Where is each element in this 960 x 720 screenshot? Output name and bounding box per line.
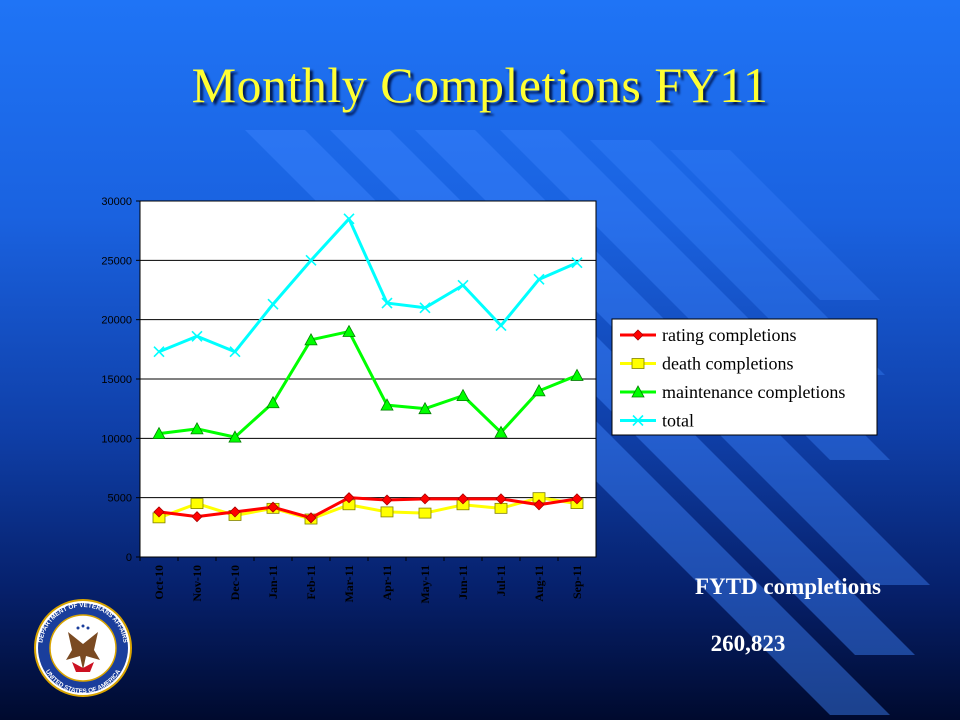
legend-item: maintenance completions [620, 382, 845, 402]
fytd-value: 260,823 [710, 631, 786, 656]
x-tick-label: Jun-11 [456, 565, 470, 600]
legend-item: total [620, 411, 694, 431]
data-point [418, 507, 432, 519]
x-axis-ticks: Oct-10 Nov-10 Dec-10 Jan-11 Feb-11 Mar-11 Apr-… [139, 557, 584, 604]
x-tick-label: Nov-10 [190, 565, 204, 602]
legend-marker [631, 358, 645, 369]
data-point [571, 257, 583, 269]
data-point [153, 506, 165, 518]
x-tick-label: May-11 [418, 565, 432, 604]
y-tick-label: 25000 [101, 255, 132, 267]
data-point [456, 388, 470, 402]
data-point [380, 506, 394, 518]
data-point [419, 493, 431, 505]
series-2 [152, 324, 584, 443]
x-tick-label: Jan-11 [266, 565, 280, 599]
data-point [228, 430, 242, 443]
x-tick-label: Oct-10 [152, 565, 166, 600]
y-tick-label: 15000 [101, 374, 132, 386]
y-tick-label: 30000 [101, 196, 132, 208]
data-point [342, 324, 356, 337]
legend-box [611, 318, 878, 436]
y-tick-label: 5000 [108, 493, 132, 505]
data-point [190, 498, 204, 510]
data-point [495, 320, 507, 332]
x-tick-label: Mar-11 [342, 565, 356, 603]
x-tick-label: Dec-10 [228, 565, 242, 600]
data-point [305, 254, 317, 266]
data-point [381, 297, 393, 309]
legend-label: total [662, 411, 694, 431]
legend-marker [632, 329, 644, 341]
data-point [191, 330, 203, 342]
legend-label: death completions [662, 354, 793, 374]
series-lines [152, 213, 584, 525]
data-point [152, 426, 166, 439]
data-point [570, 368, 584, 381]
legend-marker [631, 385, 645, 398]
x-tick-label: Sep-11 [570, 565, 584, 599]
slide-title: Monthly Completions FY11 [191, 57, 769, 113]
legend-item: death completions [620, 354, 793, 374]
data-point [343, 213, 355, 225]
data-point [533, 499, 545, 511]
y-tick-label: 20000 [101, 315, 132, 327]
data-point [304, 333, 318, 346]
data-point [191, 511, 203, 523]
x-tick-label: Jul-11 [494, 565, 508, 596]
data-point [343, 492, 355, 504]
x-tick-label: Aug-11 [532, 565, 546, 602]
data-point [267, 501, 279, 513]
data-point [457, 279, 469, 291]
data-point [494, 425, 508, 438]
fytd-label: FYTD completions [695, 574, 881, 599]
data-point [532, 384, 546, 397]
data-point [267, 298, 279, 310]
y-axis-ticks: 0 5000 10000 15000 20000 25000 30000 [101, 196, 140, 564]
legend-item: rating completions [620, 325, 796, 345]
x-tick-label: Apr-11 [380, 565, 394, 601]
eagle-icon [66, 632, 100, 670]
va-seal-logo: DEPARTMENT OF VETERANS AFFAIRS UNITED ST… [34, 599, 132, 697]
series-line [158, 496, 578, 520]
y-tick-label: 10000 [101, 433, 132, 445]
legend-label: rating completions [662, 325, 796, 345]
legend-marker [632, 414, 644, 427]
data-point [153, 346, 165, 358]
series-0 [153, 492, 583, 524]
series-3 [153, 213, 583, 358]
series-line [158, 330, 578, 439]
legend: rating completions death completions maint… [611, 318, 878, 436]
data-point [533, 273, 545, 285]
data-point [229, 346, 241, 358]
data-point [380, 398, 394, 411]
legend-label: maintenance completions [662, 382, 845, 402]
series-line [158, 217, 578, 354]
data-point [266, 395, 280, 409]
data-point [305, 512, 317, 524]
data-point [494, 502, 508, 514]
data-point [381, 494, 393, 506]
x-tick-label: Feb-11 [304, 565, 318, 600]
y-tick-label: 0 [126, 552, 132, 564]
data-point [495, 493, 507, 505]
data-point [229, 506, 241, 518]
data-point [571, 493, 583, 505]
data-point [419, 302, 431, 314]
data-point [190, 422, 204, 435]
data-point [418, 401, 432, 415]
data-point [457, 493, 469, 505]
